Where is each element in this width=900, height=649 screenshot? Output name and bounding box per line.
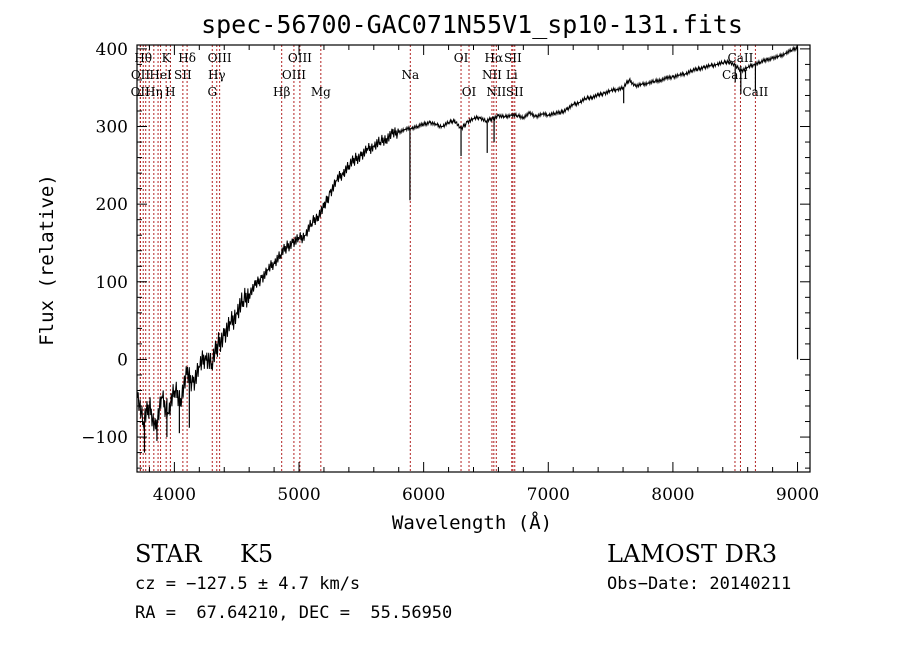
y-tick-label: 200 bbox=[96, 195, 128, 215]
marker-label: Mg bbox=[311, 85, 331, 99]
marker-label: OI bbox=[462, 85, 477, 99]
y-axis-label: Flux (relative) bbox=[36, 174, 58, 346]
marker-label: Li bbox=[506, 68, 518, 82]
marker-label: K bbox=[162, 51, 172, 65]
y-tick-label: 0 bbox=[117, 350, 128, 370]
observation-date: Obs−Date: 20140211 bbox=[607, 574, 792, 594]
marker-label: Hθ bbox=[134, 51, 152, 65]
marker-label: NII bbox=[482, 68, 502, 82]
marker-label: OII bbox=[131, 68, 151, 82]
spectrum-line-series-0 bbox=[136, 44, 798, 432]
marker-label: Hα bbox=[485, 51, 504, 65]
marker-label: Na bbox=[401, 68, 419, 82]
x-tick-label: 5000 bbox=[277, 485, 320, 505]
marker-label: CaII bbox=[742, 85, 768, 99]
x-tick-label: 8000 bbox=[651, 485, 694, 505]
x-tick-label: 6000 bbox=[402, 485, 445, 505]
y-tick-label: 300 bbox=[96, 118, 128, 138]
y-tick-label: 100 bbox=[96, 273, 128, 293]
marker-label: OIII bbox=[208, 51, 232, 65]
marker-label: G bbox=[207, 85, 217, 99]
x-tick-label: 4000 bbox=[153, 485, 196, 505]
spectral-line-markers bbox=[139, 45, 756, 472]
object-subclass: K5 bbox=[240, 540, 274, 568]
marker-label: NII bbox=[486, 85, 506, 99]
marker-label: Hδ bbox=[178, 51, 196, 65]
chart-title: spec-56700-GAC071N55V1_sp10-131.fits bbox=[201, 10, 743, 39]
marker-label: HeI bbox=[149, 68, 172, 82]
axis-ticks bbox=[137, 45, 810, 472]
y-tick-labels: −100 0 100 200 300 400 bbox=[81, 40, 128, 448]
object-class: STAR bbox=[135, 540, 202, 568]
marker-label: Hβ bbox=[273, 85, 290, 99]
y-tick-label: −100 bbox=[81, 428, 128, 448]
marker-label: OIII bbox=[282, 68, 306, 82]
marker-label: Hη bbox=[145, 85, 163, 99]
plot-frame bbox=[136, 44, 811, 473]
coordinates: RA = 67.64210, DEC = 55.56950 bbox=[135, 603, 453, 623]
survey-name: LAMOST DR3 bbox=[607, 540, 778, 568]
marker-label: OII bbox=[131, 85, 151, 99]
x-tick-label: 7000 bbox=[527, 485, 570, 505]
marker-label: Hγ bbox=[208, 68, 226, 82]
marker-label: SII bbox=[506, 85, 524, 99]
x-axis-label: Wavelength (Å) bbox=[392, 511, 552, 534]
y-tick-label: 400 bbox=[96, 40, 128, 60]
redshift-velocity: cz = −127.5 ± 4.7 km/s bbox=[135, 574, 361, 594]
marker-label: SII bbox=[504, 51, 522, 65]
spectral-line-labels: HθOIIOIIHηHeIKHSIIHδGHγOIIIHβOIIIOIIIMgN… bbox=[131, 51, 769, 99]
marker-label: OIII bbox=[288, 51, 312, 65]
x-tick-labels: 4000 5000 6000 7000 8000 9000 bbox=[153, 485, 819, 505]
marker-label: CaII bbox=[728, 51, 754, 65]
marker-label: H bbox=[165, 85, 175, 99]
spectrum-series bbox=[136, 44, 799, 453]
marker-label: OI bbox=[454, 51, 469, 65]
x-tick-label: 9000 bbox=[776, 485, 819, 505]
marker-label: SII bbox=[174, 68, 192, 82]
